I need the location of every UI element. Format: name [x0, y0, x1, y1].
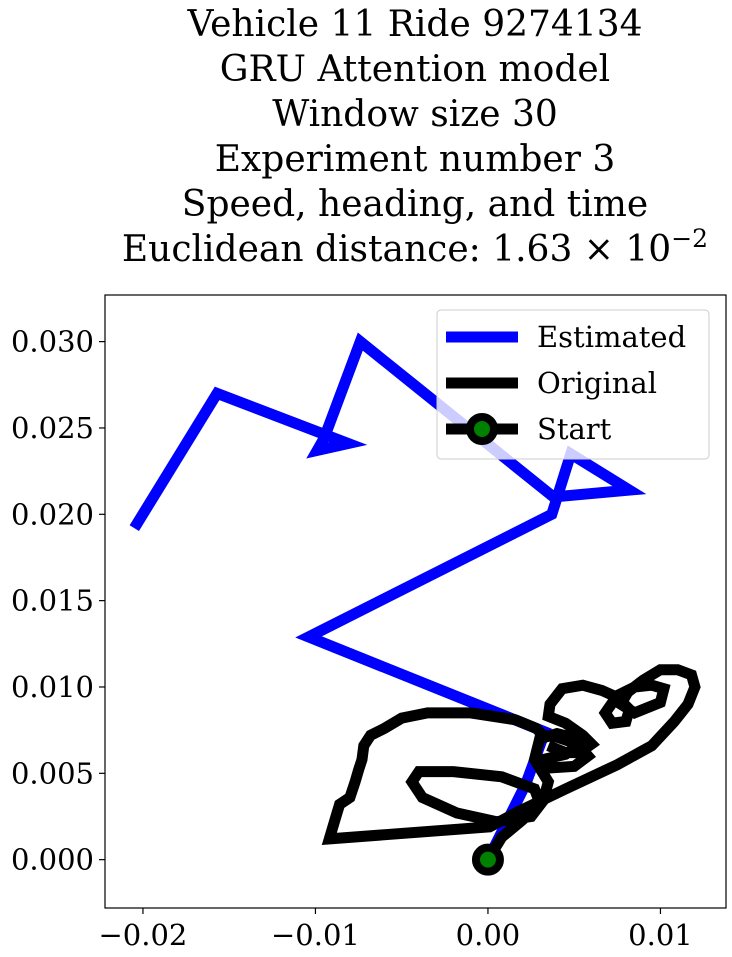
title-line-distance: Euclidean distance: 1.63 × 10−2: [122, 224, 708, 270]
legend-label-estimated: Estimated: [537, 320, 686, 354]
title-line: Speed, heading, and time: [182, 184, 648, 225]
legend: Estimated Original Start: [436, 309, 710, 460]
title-line: Window size 30: [272, 94, 558, 135]
x-tick-label: 0.00: [456, 918, 521, 952]
legend-label-original: Original: [537, 366, 657, 400]
title-distance-exponent: −2: [671, 224, 708, 253]
title-line: Experiment number 3: [215, 139, 616, 180]
x-tick-label: −0.02: [99, 918, 188, 952]
x-tick-label: 0.01: [628, 918, 693, 952]
y-tick-label: 0.025: [11, 411, 94, 445]
title-line: GRU Attention model: [220, 49, 610, 90]
legend-start-marker: [466, 413, 498, 445]
axes-frame: [104, 294, 727, 909]
legend-label-start: Start: [537, 412, 612, 446]
legend-box: [436, 309, 710, 460]
start-marker: [471, 843, 504, 876]
x-axis: −0.02 −0.01 0.00 0.01: [99, 908, 693, 952]
y-tick-label: 0.030: [11, 325, 94, 359]
y-tick-label: 0.010: [11, 670, 94, 704]
y-tick-label: 0.000: [11, 843, 94, 877]
y-tick-label: 0.020: [11, 497, 94, 531]
y-axis: 0.000 0.005 0.010 0.015 0.020 0.025 0.030: [11, 325, 105, 877]
y-tick-label: 0.015: [11, 584, 94, 618]
title-line: Vehicle 11 Ride 9274134: [186, 4, 642, 45]
title-distance-value: Euclidean distance: 1.63 × 10: [122, 229, 671, 270]
plot-area: [129, 332, 701, 876]
series-line-original: [321, 664, 701, 863]
y-tick-label: 0.005: [11, 756, 94, 790]
x-tick-label: −0.01: [271, 918, 360, 952]
